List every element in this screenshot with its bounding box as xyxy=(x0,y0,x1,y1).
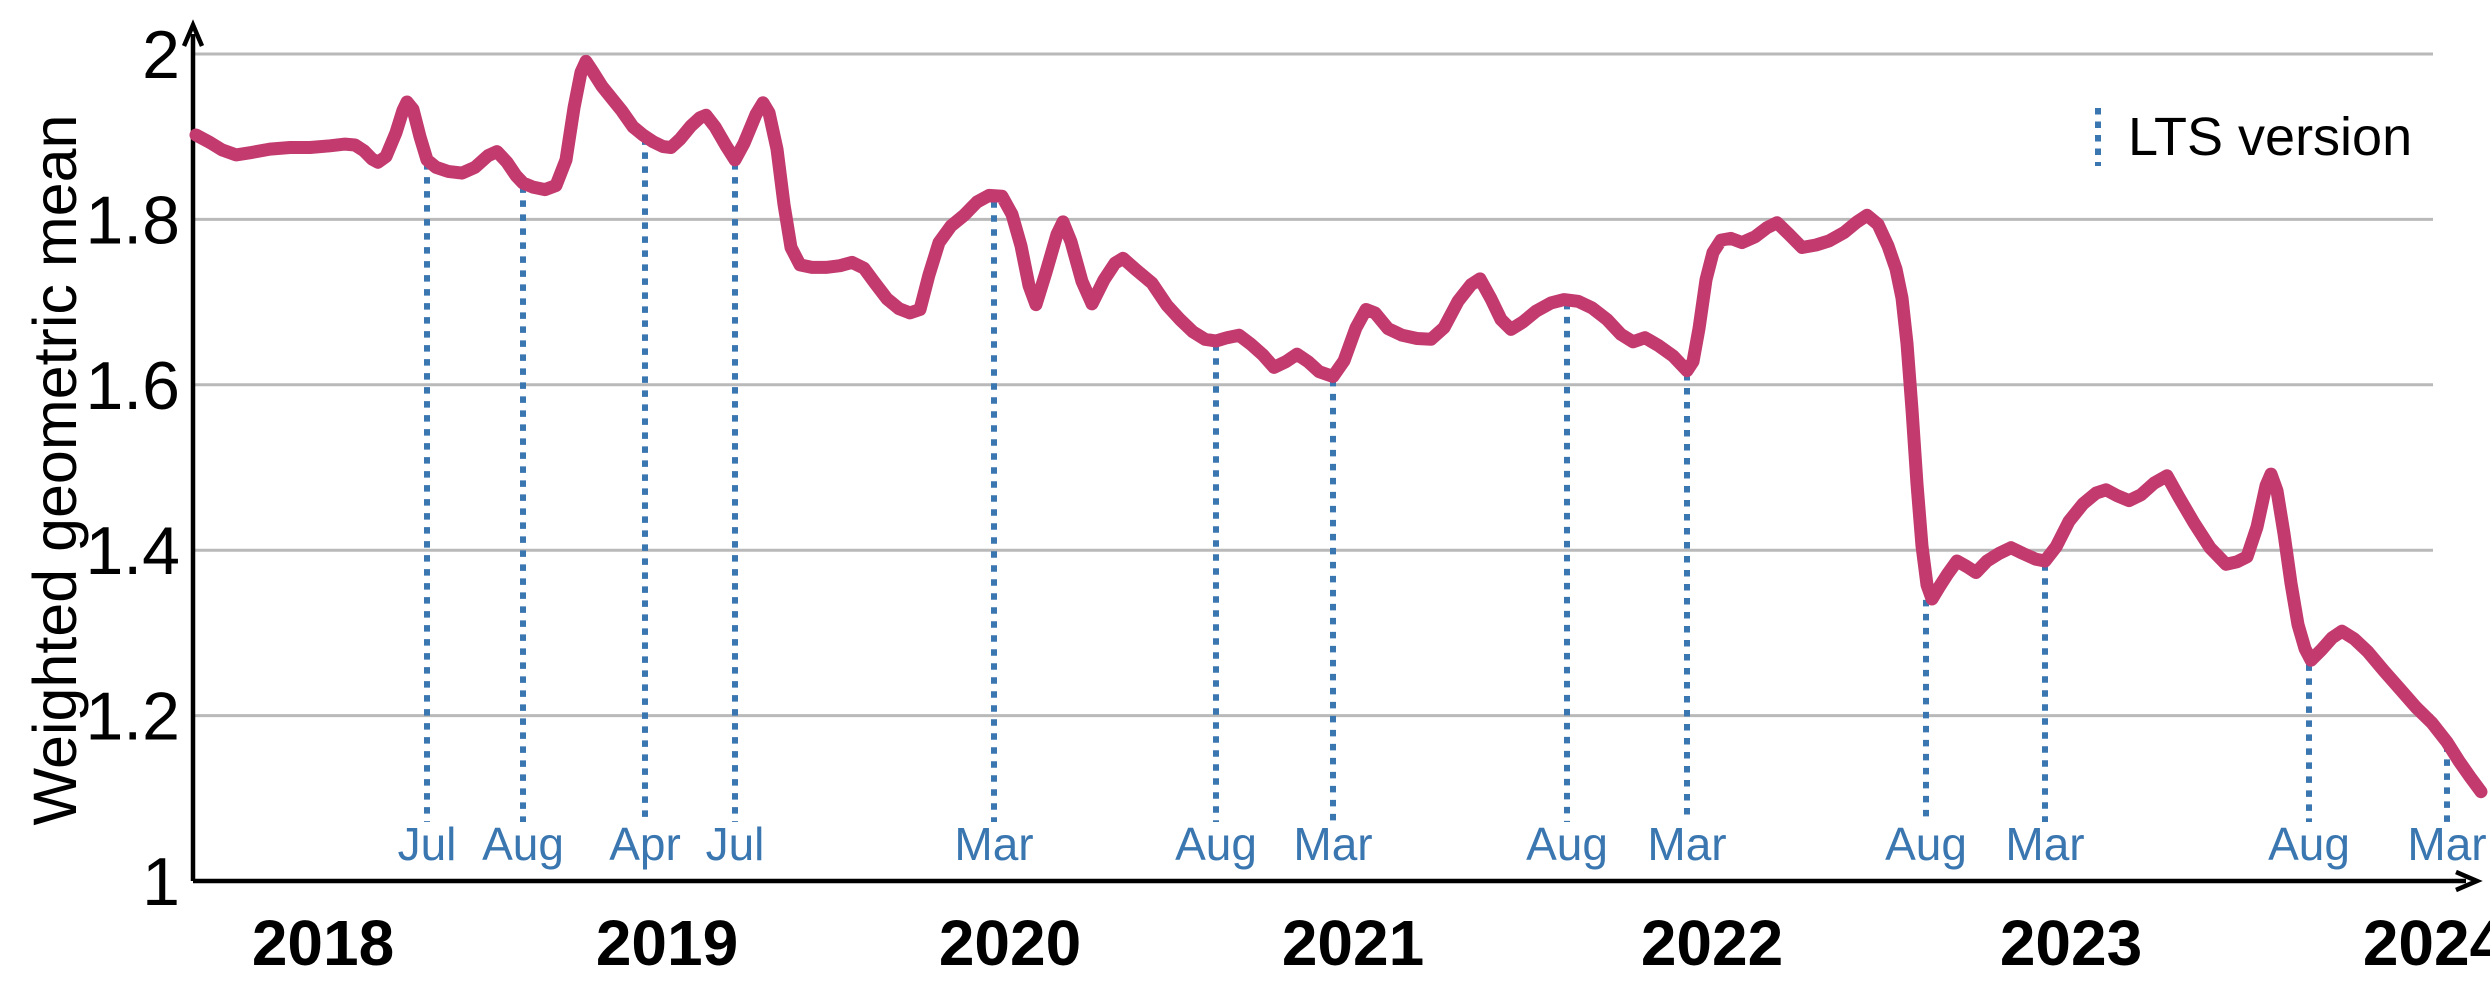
y-tick-label: 2 xyxy=(142,17,180,93)
lts-month-label: Apr xyxy=(609,818,681,870)
x-year-label: 2024 xyxy=(2363,907,2490,979)
lts-month-label: Mar xyxy=(954,818,1033,870)
lts-month-label: Aug xyxy=(1885,818,1967,870)
x-year-label: 2019 xyxy=(596,907,738,979)
lts-month-label: Aug xyxy=(2268,818,2350,870)
y-tick-label: 1.4 xyxy=(85,513,180,589)
series-line xyxy=(189,54,2488,799)
lts-month-label: Aug xyxy=(1526,818,1608,870)
lts-month-label: Mar xyxy=(2005,818,2084,870)
lts-month-label: Aug xyxy=(1175,818,1257,870)
y-tick-label: 1 xyxy=(142,844,180,920)
y-tick-label: 1.2 xyxy=(85,679,180,755)
lts-month-label: Jul xyxy=(398,818,457,870)
x-axis-arrow-icon xyxy=(2455,869,2483,893)
lts-month-label: Mar xyxy=(2407,818,2486,870)
x-year-label: 2020 xyxy=(939,907,1081,979)
y-axis-arrow-icon xyxy=(181,19,205,47)
x-year-label: 2023 xyxy=(2000,907,2142,979)
lts-month-label: Aug xyxy=(482,818,564,870)
lts-month-label: Mar xyxy=(1647,818,1726,870)
lts-month-label: Jul xyxy=(706,818,765,870)
lts-month-label: Mar xyxy=(1293,818,1372,870)
x-year-label: 2022 xyxy=(1641,907,1783,979)
legend: LTS version xyxy=(2095,108,2412,166)
y-axis-title: Weighted geometric mean xyxy=(21,114,89,826)
y-tick-label: 1.8 xyxy=(85,182,180,258)
x-year-label: 2021 xyxy=(1282,907,1424,979)
lts-dotted-line-icon xyxy=(2095,108,2101,166)
y-tick-label: 1.6 xyxy=(85,348,180,424)
x-year-label: 2018 xyxy=(252,907,394,979)
legend-label: LTS version xyxy=(2128,107,2413,167)
